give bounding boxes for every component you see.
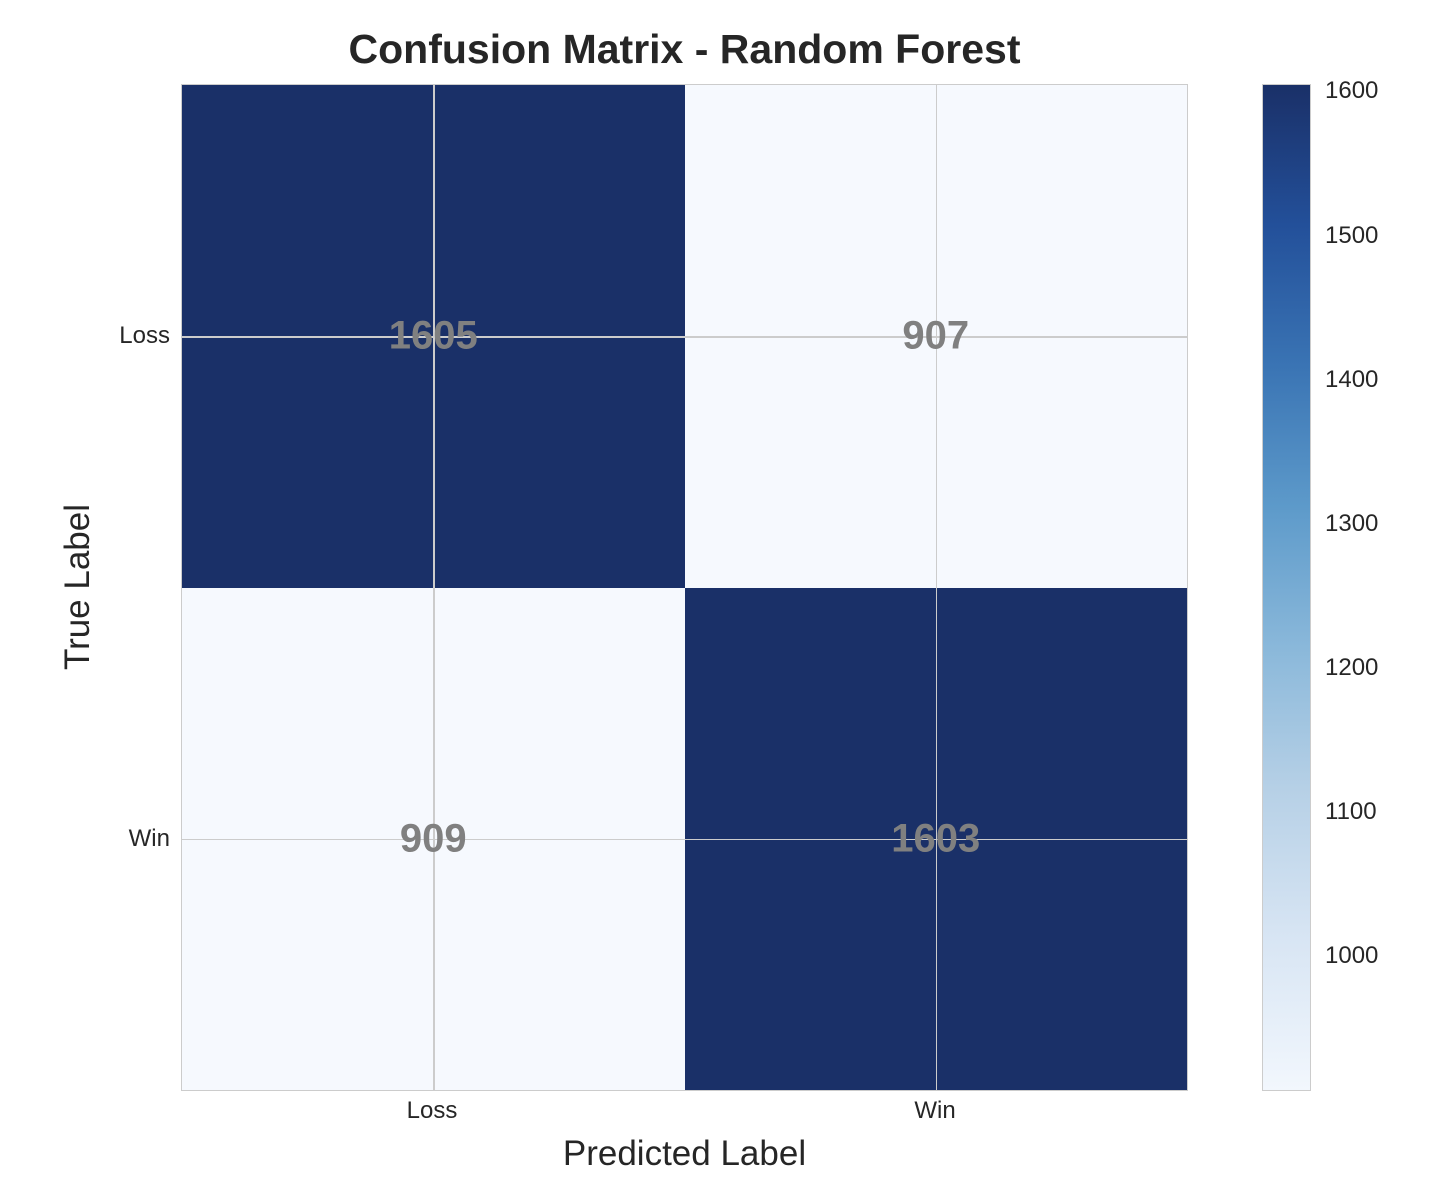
y-axis-label: True Label — [58, 503, 97, 671]
colorbar-tick: 1400 — [1325, 366, 1379, 393]
colorbar — [1262, 84, 1311, 1091]
colorbar-tick: 1200 — [1325, 654, 1379, 681]
y-tick-win: Win — [128, 825, 170, 852]
cell-value: 909 — [399, 816, 467, 861]
gridline-horizontal — [182, 336, 1187, 338]
cell-value: 1605 — [388, 313, 478, 358]
colorbar-tick: 1300 — [1325, 510, 1379, 537]
confusion-matrix-plot: 1605 907 909 1603 — [181, 84, 1188, 1091]
x-tick-win: Win — [914, 1097, 956, 1124]
colorbar-tick: 1000 — [1325, 942, 1379, 969]
gridline-vertical — [433, 85, 435, 1090]
gridline-horizontal — [182, 838, 1187, 841]
chart-title: Confusion Matrix - Random Forest — [348, 26, 1021, 72]
x-axis-label: Predicted Label — [562, 1134, 807, 1173]
y-tick-loss: Loss — [119, 322, 170, 349]
cell-value: 907 — [902, 313, 970, 358]
colorbar-tick: 1100 — [1325, 798, 1377, 825]
colorbar-tick: 1500 — [1325, 222, 1379, 249]
cell-value: 1603 — [891, 816, 981, 861]
x-tick-loss: Loss — [406, 1097, 458, 1124]
gridline-vertical — [935, 85, 938, 1090]
colorbar-tick: 1600 — [1325, 77, 1379, 104]
